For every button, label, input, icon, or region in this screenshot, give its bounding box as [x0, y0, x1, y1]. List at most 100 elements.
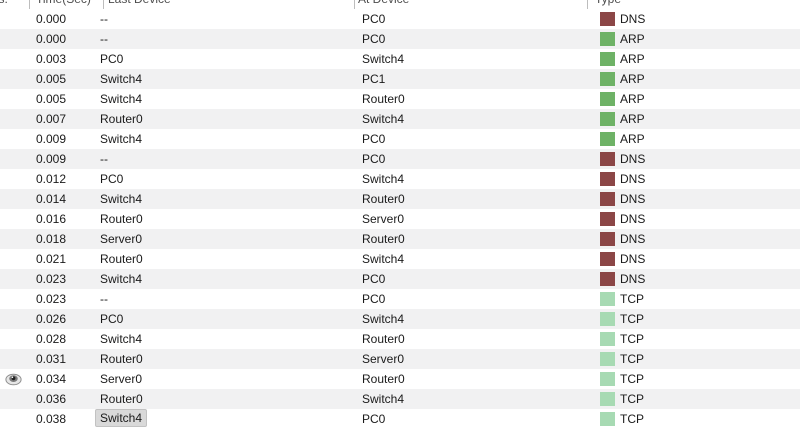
last-device-cell: Switch4 [100, 89, 142, 109]
event-row[interactable]: 0.007 Router0 Switch4 ARP [0, 109, 800, 129]
last-device-cell: -- [100, 29, 108, 49]
time-cell: 0.021 [36, 252, 67, 266]
last-device-cell: PC0 [100, 309, 123, 329]
at-device-cell: Switch4 [362, 112, 405, 126]
type-cell: TCP [620, 292, 644, 306]
type-color-swatch [600, 32, 615, 46]
type-color-swatch [600, 132, 615, 146]
event-row[interactable]: 0.012 PC0 Switch4 DNS [0, 169, 800, 189]
event-row[interactable]: 0.026 PC0 Switch4 TCP [0, 309, 800, 329]
event-row[interactable]: 0.016 Router0 Server0 DNS [0, 209, 800, 229]
visible-eye-icon[interactable] [5, 373, 22, 386]
last-device-cell: Switch4 [100, 129, 142, 149]
last-device-label: Switch4 [100, 332, 143, 346]
type-cell: TCP [620, 412, 644, 426]
type-cell: ARP [620, 72, 645, 86]
last-device-label: Switch4 [100, 272, 143, 286]
time-cell: 0.016 [36, 212, 67, 226]
event-row[interactable]: 0.005 Switch4 Router0 ARP [0, 89, 800, 109]
event-row[interactable]: 0.000 -- PC0 ARP [0, 29, 800, 49]
last-device-cell: -- [100, 9, 108, 29]
type-cell: ARP [620, 52, 645, 66]
at-device-cell: PC0 [362, 272, 386, 286]
last-device-label: PC0 [100, 52, 124, 66]
type-cell: DNS [620, 212, 646, 226]
at-device-cell: Server0 [362, 352, 405, 366]
last-device-cell: Switch4 [95, 409, 148, 429]
time-cell: 0.000 [36, 32, 67, 46]
last-device-cell: Router0 [100, 249, 143, 269]
event-row[interactable]: 0.000 -- PC0 DNS [0, 9, 800, 29]
type-color-swatch [600, 292, 615, 306]
last-device-cell: Router0 [100, 209, 143, 229]
time-cell: 0.000 [36, 12, 67, 26]
column-divider [103, 0, 104, 9]
type-cell: DNS [620, 192, 646, 206]
type-cell: DNS [620, 172, 646, 186]
event-row[interactable]: 0.009 -- PC0 DNS [0, 149, 800, 169]
event-row[interactable]: 0.036 Router0 Switch4 TCP [0, 389, 800, 409]
last-device-label: Router0 [100, 352, 143, 366]
last-device-label: Switch4 [100, 92, 143, 106]
last-device-cell: Switch4 [100, 69, 142, 89]
last-device-label: -- [100, 152, 108, 166]
column-header-time: Time(Sec) [36, 0, 91, 8]
event-row[interactable]: 0.031 Router0 Server0 TCP [0, 349, 800, 369]
time-cell: 0.007 [36, 112, 67, 126]
at-device-cell: Switch4 [362, 52, 405, 66]
event-list-header: Vis. Time(Sec) Last Device At Device Typ… [0, 0, 800, 9]
type-cell: TCP [620, 332, 644, 346]
event-row[interactable]: 0.005 Switch4 PC1 ARP [0, 69, 800, 89]
at-device-cell: Switch4 [362, 392, 405, 406]
at-device-cell: PC1 [362, 72, 386, 86]
column-header-last-device: Last Device [108, 0, 171, 8]
last-device-label: PC0 [100, 172, 124, 186]
at-device-cell: Server0 [362, 212, 405, 226]
at-device-cell: Router0 [362, 372, 405, 386]
at-device-cell: Switch4 [362, 252, 405, 266]
at-device-cell: PC0 [362, 412, 386, 426]
event-row[interactable]: 0.023 -- PC0 TCP [0, 289, 800, 309]
last-device-label: Switch4 [95, 409, 148, 427]
event-row[interactable]: 0.003 PC0 Switch4 ARP [0, 49, 800, 69]
event-row[interactable]: 0.014 Switch4 Router0 DNS [0, 189, 800, 209]
last-device-label: Router0 [100, 392, 143, 406]
time-cell: 0.023 [36, 292, 67, 306]
type-color-swatch [600, 332, 615, 346]
time-cell: 0.031 [36, 352, 67, 366]
column-header-vis: Vis. [0, 0, 8, 8]
time-cell: 0.018 [36, 232, 67, 246]
time-cell: 0.012 [36, 172, 67, 186]
at-device-cell: PC0 [362, 152, 386, 166]
event-row[interactable]: 0.038 Switch4 PC0 TCP [0, 409, 800, 429]
event-row[interactable]: 0.021 Router0 Switch4 DNS [0, 249, 800, 269]
type-cell: ARP [620, 92, 645, 106]
time-cell: 0.038 [36, 412, 67, 426]
last-device-label: PC0 [100, 312, 124, 326]
last-device-cell: Switch4 [100, 329, 142, 349]
last-device-label: Server0 [100, 372, 143, 386]
last-device-cell: Switch4 [100, 269, 142, 289]
last-device-label: Switch4 [100, 72, 143, 86]
time-cell: 0.009 [36, 152, 67, 166]
type-color-swatch [600, 92, 615, 106]
at-device-cell: Router0 [362, 92, 405, 106]
last-device-label: -- [100, 32, 108, 46]
type-cell: TCP [620, 392, 644, 406]
event-row[interactable]: 0.018 Server0 Router0 DNS [0, 229, 800, 249]
at-device-cell: Router0 [362, 232, 405, 246]
at-device-cell: Switch4 [362, 172, 405, 186]
event-row[interactable]: 0.034 Server0 Router0 TCP [0, 369, 800, 389]
last-device-cell: Router0 [100, 349, 143, 369]
type-color-swatch [600, 112, 615, 126]
type-color-swatch [600, 192, 615, 206]
type-color-swatch [600, 412, 615, 426]
last-device-cell: PC0 [100, 169, 123, 189]
event-row[interactable]: 0.009 Switch4 PC0 ARP [0, 129, 800, 149]
type-color-swatch [600, 392, 615, 406]
event-row[interactable]: 0.023 Switch4 PC0 DNS [0, 269, 800, 289]
event-row[interactable]: 0.028 Switch4 Router0 TCP [0, 329, 800, 349]
type-color-swatch [600, 212, 615, 226]
type-cell: ARP [620, 132, 645, 146]
